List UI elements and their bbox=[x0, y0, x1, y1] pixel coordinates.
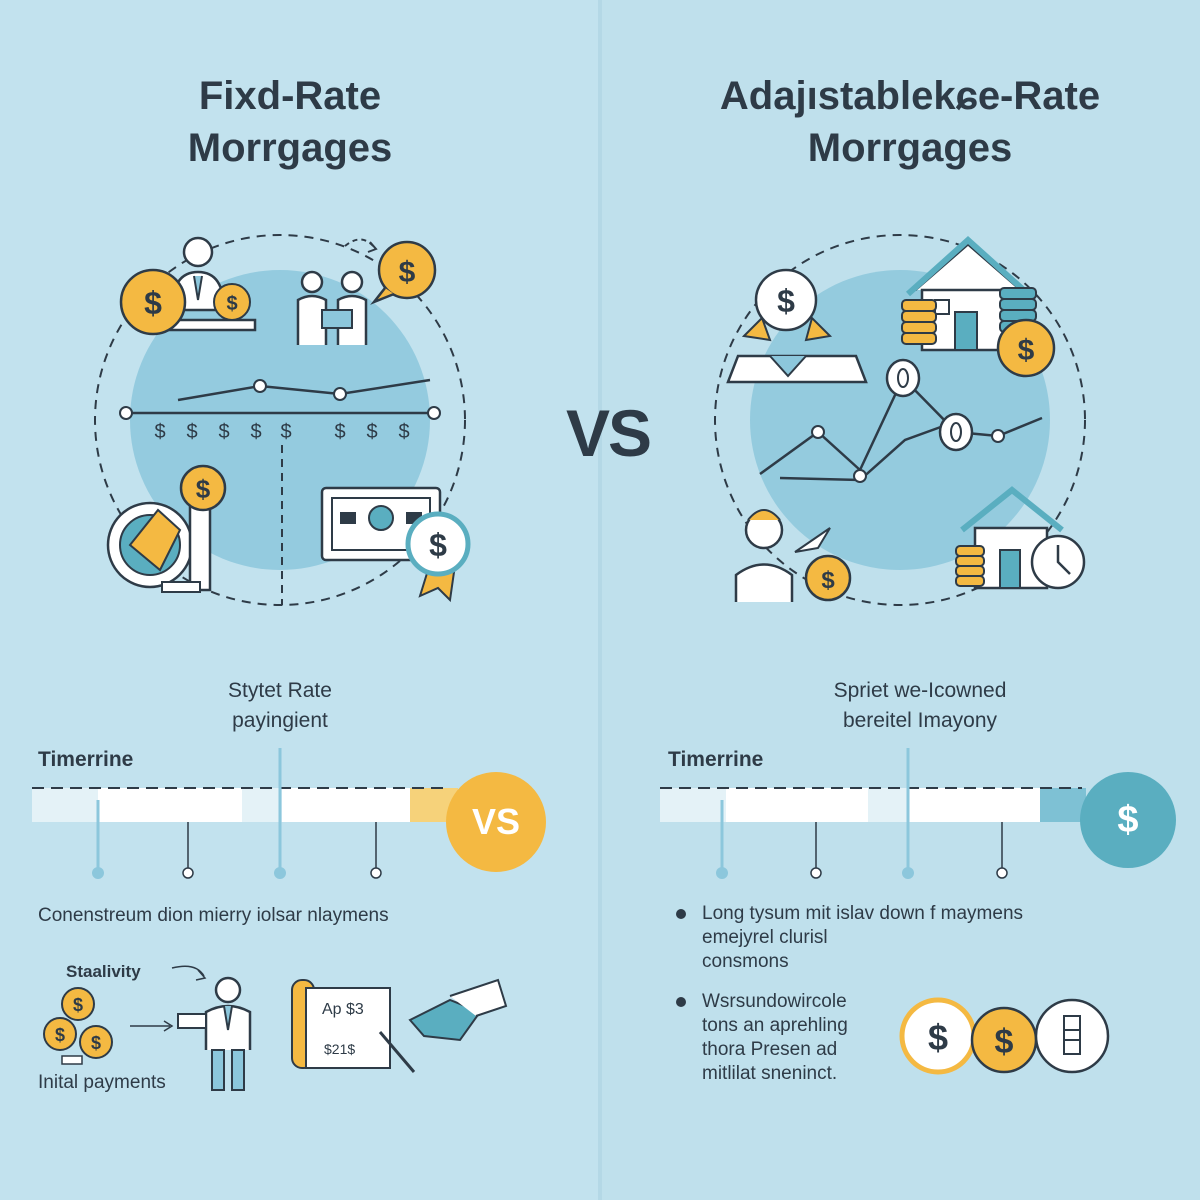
adjustable-timeline bbox=[660, 748, 1086, 879]
svg-text:$: $ bbox=[928, 1017, 948, 1058]
svg-text:$: $ bbox=[429, 527, 447, 563]
advisor-coin-icon: $ bbox=[726, 268, 868, 384]
adjustable-rate-panel bbox=[602, 0, 1200, 1200]
speech-coin-icon: $ bbox=[370, 240, 437, 305]
bullet-line: Long tysum mit islav down f maymens bbox=[702, 903, 1024, 924]
stacked-coins-icon: $ $ $ bbox=[43, 987, 113, 1065]
dollar-row: $ $ $ $ $ $ $ $ bbox=[154, 421, 409, 443]
coin-row-icon: $ $ bbox=[899, 997, 1110, 1075]
house-clock-icon bbox=[955, 486, 1086, 590]
timelines bbox=[32, 748, 1086, 879]
adjustable-subtitle-line-1: Spriet we-Icowned bbox=[833, 679, 1007, 702]
fixed-timeline bbox=[32, 748, 458, 879]
businessman-icon bbox=[177, 976, 252, 1091]
fixed-rate-title: Fixd-Rate Morrgages bbox=[40, 70, 540, 174]
bullet-line: emejyrel clurisl bbox=[702, 927, 828, 948]
svg-text:$: $ bbox=[226, 293, 237, 315]
panel-divider bbox=[598, 0, 602, 1200]
dashed-orbit bbox=[94, 234, 466, 606]
adjustable-subtitle-line-2: bereitel Imayony bbox=[842, 709, 998, 732]
adjustable-title-line-2: Morrgages bbox=[807, 126, 1013, 170]
bullet-line: Wsrsundowircole bbox=[702, 991, 847, 1012]
bullet-line: consmons bbox=[702, 951, 789, 972]
fixed-rate-subtitle: Stytet Rate payingient bbox=[130, 676, 430, 736]
bullet-item: Long tysum mit islav down f maymens emej… bbox=[676, 902, 1116, 974]
bullet-line: tons an aprehling bbox=[702, 1015, 848, 1036]
fixed-timeline-label: Timerrine bbox=[38, 748, 134, 771]
svg-text:$: $ bbox=[91, 1033, 101, 1053]
dollar-mark: $ bbox=[186, 421, 197, 443]
dashed-orbit bbox=[714, 234, 1086, 606]
fixed-subtitle-line-1: Stytet Rate bbox=[228, 679, 332, 702]
bullet-line: thora Presen ad bbox=[702, 1039, 838, 1060]
bullet-line: mitlilat sneninct. bbox=[702, 1063, 838, 1084]
dollar-mark: $ bbox=[154, 421, 165, 443]
svg-text:$: $ bbox=[821, 567, 835, 594]
person-coin-icon: $ bbox=[734, 509, 852, 602]
initial-payments-label: Inital payments bbox=[38, 1072, 166, 1093]
fixed-title-line-1: Fixd-Rate bbox=[198, 74, 382, 118]
adjustable-rate-title: Adajıstablekɕe-Rate Morrgages bbox=[630, 70, 1190, 174]
people-exchange-icon bbox=[296, 238, 378, 345]
adjustable-rate-illustration: $ $ $ bbox=[714, 234, 1086, 606]
dollar-coin-icon: $ $ bbox=[119, 268, 251, 336]
fixed-rate-illustration: $ $ $ $ $ $ $ $ $ $ $ bbox=[94, 234, 471, 606]
svg-text:$: $ bbox=[1018, 334, 1035, 367]
rate-line-chart bbox=[119, 378, 441, 420]
fixed-title-line-2: Morrgages bbox=[187, 126, 393, 170]
dollar-mark: $ bbox=[280, 421, 291, 443]
svg-text:$: $ bbox=[196, 474, 211, 504]
contract-handshake-icon: Ap $3 $21$ bbox=[291, 978, 508, 1073]
timeline-vs-badge: VS bbox=[446, 772, 546, 872]
fixed-subtitle-line-2: payingient bbox=[232, 709, 328, 732]
banknote-medal-icon: $ bbox=[320, 486, 471, 603]
adjustable-bullet-list: Long tysum mit islav down f maymens emej… bbox=[676, 902, 1116, 974]
dollar-mark: $ bbox=[398, 421, 409, 443]
variable-rate-line-chart bbox=[759, 358, 1043, 483]
svg-text:$: $ bbox=[55, 1025, 65, 1045]
adjustable-title-line-1: Adajıstablekɕe-Rate bbox=[719, 74, 1101, 118]
dollar-mark: $ bbox=[250, 421, 261, 443]
stability-label: Staalivity bbox=[66, 962, 141, 981]
key-coin-icon: $ bbox=[106, 464, 227, 593]
house-coins-icon: $ bbox=[901, 235, 1056, 378]
timeline-dollar-badge: $ bbox=[1080, 772, 1176, 868]
adjustable-timeline-label: Timerrine bbox=[668, 748, 764, 771]
center-vs-label: VS bbox=[565, 396, 652, 470]
adjustable-rate-subtitle: Spriet we-Icowned bereitel Imayony bbox=[760, 676, 1080, 736]
adjustable-bullet-list-2: Wsrsundowircole tons an aprehling thora … bbox=[676, 990, 1116, 1086]
bullet-item: Wsrsundowircole tons an aprehling thora … bbox=[676, 990, 1116, 1086]
svg-text:Ap $3: Ap $3 bbox=[322, 1001, 364, 1018]
svg-text:$21$: $21$ bbox=[324, 1041, 355, 1057]
svg-text:$: $ bbox=[73, 995, 83, 1015]
svg-text:$: $ bbox=[777, 283, 795, 319]
svg-text:$: $ bbox=[144, 285, 162, 321]
svg-text:$: $ bbox=[399, 256, 416, 289]
fixed-description: Conenstreum dion mierry iolsar nlaymens bbox=[38, 905, 389, 926]
svg-text:$: $ bbox=[995, 1023, 1014, 1061]
dollar-mark: $ bbox=[218, 421, 229, 443]
dollar-mark: $ bbox=[334, 421, 345, 443]
dollar-mark: $ bbox=[366, 421, 377, 443]
